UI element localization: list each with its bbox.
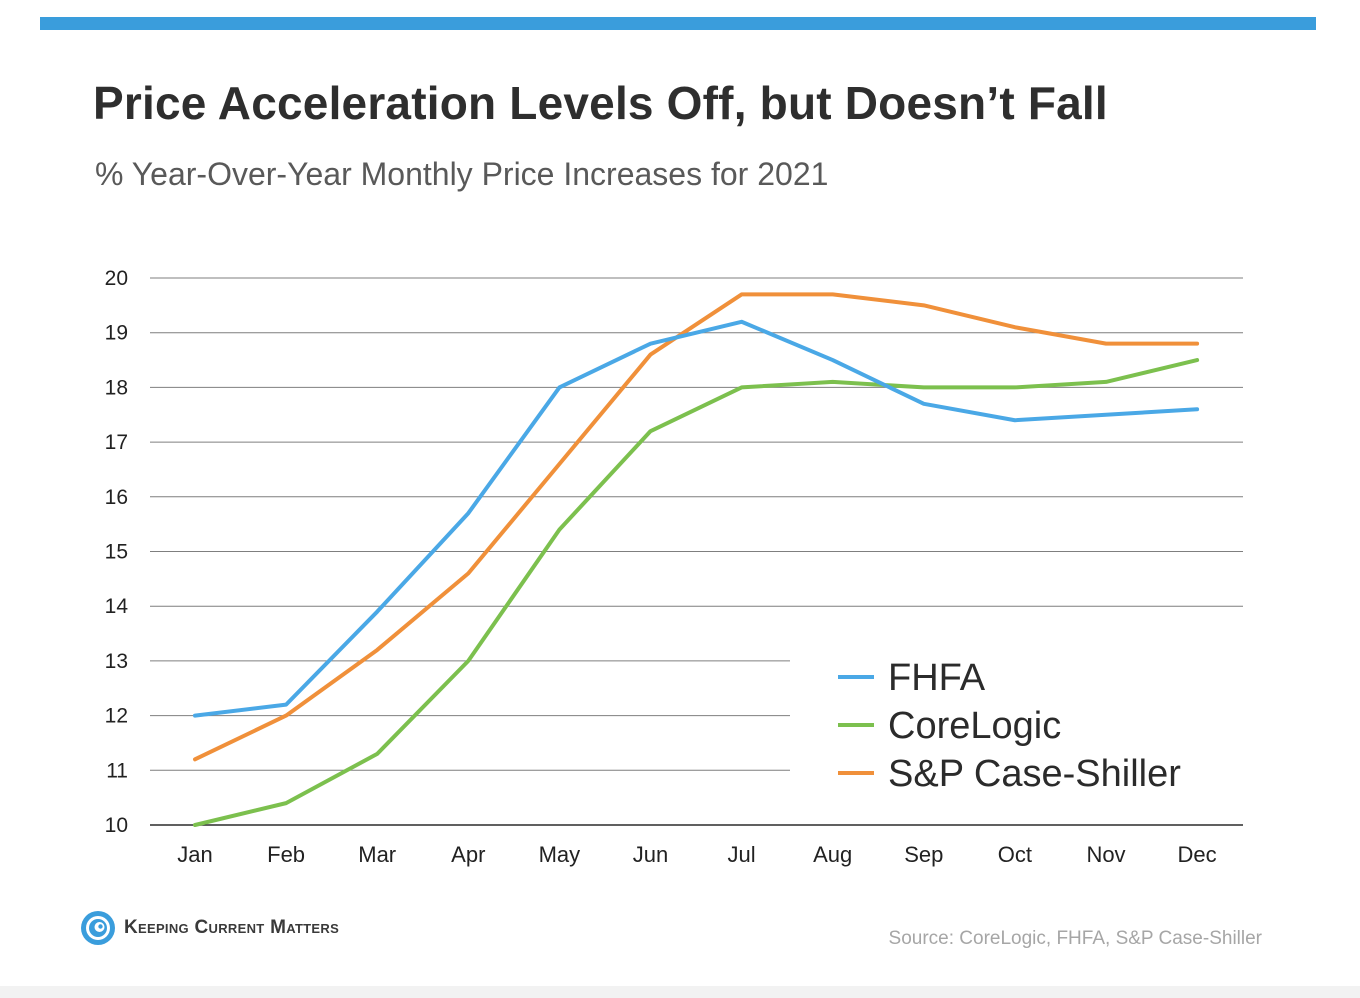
x-tick-label: Oct	[998, 842, 1032, 867]
y-tick-label: 20	[105, 267, 128, 290]
y-tick-label: 13	[105, 650, 128, 673]
series-line-corelogic	[193, 358, 1200, 827]
x-tick-label: Apr	[451, 842, 485, 867]
series-line-s-p-case-shiller	[193, 292, 1200, 762]
x-tick-label: Mar	[358, 842, 396, 867]
y-tick-label: 11	[106, 759, 128, 782]
chart-title: Price Acceleration Levels Off, but Doesn…	[93, 77, 1108, 129]
bottom-strip	[0, 986, 1360, 998]
legend-label: FHFA	[888, 657, 986, 699]
y-tick-label: 15	[105, 541, 128, 564]
x-tick-label: Jan	[177, 842, 212, 867]
y-tick-label: 18	[105, 376, 128, 399]
y-tick-label: 12	[105, 705, 128, 728]
x-tick-label: Sep	[904, 842, 943, 867]
legend-label: CoreLogic	[888, 705, 1061, 747]
logo-wordmark: Keeping Current Matters	[124, 917, 340, 938]
x-tick-label: Dec	[1178, 842, 1217, 867]
y-tick-label: 19	[105, 322, 128, 345]
y-tick-label: 17	[105, 431, 128, 454]
x-tick-label: Feb	[267, 842, 305, 867]
x-tick-label: Jun	[633, 842, 668, 867]
y-tick-label: 10	[105, 814, 128, 837]
y-tick-label: 16	[105, 486, 128, 509]
y-tick-label: 14	[105, 595, 129, 618]
kcm-logo: Keeping Current Matters	[80, 910, 339, 946]
x-tick-label: Jul	[728, 842, 756, 867]
legend-label: S&P Case-Shiller	[888, 753, 1181, 795]
x-tick-label: Aug	[813, 842, 852, 867]
x-tick-label: May	[539, 842, 581, 867]
series-line-fhfa	[193, 319, 1200, 718]
chart-subtitle: % Year-Over-Year Monthly Price Increases…	[95, 156, 829, 192]
source-note: Source: CoreLogic, FHFA, S&P Case-Shille…	[888, 928, 1262, 949]
x-tick-label: Nov	[1086, 842, 1125, 867]
swirl-logo-icon	[81, 911, 115, 945]
top-accent-bar	[40, 17, 1316, 30]
